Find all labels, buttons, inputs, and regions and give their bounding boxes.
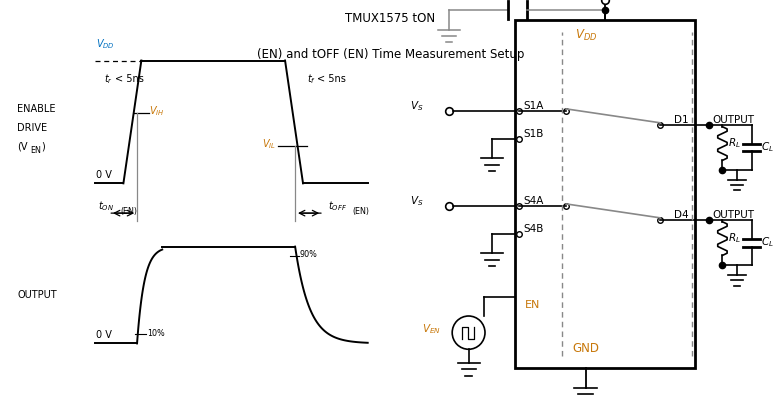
- Text: $V_S$: $V_S$: [410, 99, 423, 112]
- Text: < 5ns: < 5ns: [317, 74, 346, 84]
- Text: $R_L$: $R_L$: [728, 137, 741, 150]
- Text: $V_{DD}$: $V_{DD}$: [97, 37, 116, 51]
- Text: D4: D4: [673, 209, 688, 220]
- Text: OUTPUT: OUTPUT: [712, 209, 754, 220]
- Text: S1A: S1A: [523, 101, 544, 111]
- Text: $C_L$: $C_L$: [761, 141, 774, 154]
- Text: ENABLE: ENABLE: [17, 104, 56, 114]
- Text: (EN): (EN): [352, 207, 369, 216]
- Text: 0 V: 0 V: [97, 330, 112, 341]
- Text: ): ): [41, 141, 45, 151]
- Text: S1B: S1B: [523, 129, 544, 139]
- Text: DRIVE: DRIVE: [17, 122, 48, 133]
- Text: $C_L$: $C_L$: [761, 236, 774, 249]
- Text: $t_f$: $t_f$: [307, 72, 316, 86]
- Text: $V_{IL}$: $V_{IL}$: [262, 137, 276, 151]
- Text: S4A: S4A: [523, 196, 544, 206]
- Text: (EN): (EN): [120, 207, 137, 216]
- Text: $t_r$: $t_r$: [104, 72, 112, 86]
- Text: EN: EN: [30, 146, 41, 155]
- Text: GND: GND: [572, 342, 599, 355]
- Text: D1: D1: [673, 114, 688, 125]
- Text: 90%: 90%: [299, 250, 317, 259]
- Text: $t_{ON}$: $t_{ON}$: [98, 200, 114, 213]
- Text: $R_L$: $R_L$: [728, 232, 741, 246]
- Text: 10%: 10%: [147, 329, 165, 338]
- Text: $t_{OFF}$: $t_{OFF}$: [328, 200, 348, 213]
- Text: OUTPUT: OUTPUT: [17, 290, 57, 300]
- Text: $V_{EN}$: $V_{EN}$: [422, 322, 440, 335]
- Text: < 5ns: < 5ns: [116, 74, 144, 84]
- Text: $V_S$: $V_S$: [410, 194, 423, 208]
- Bar: [515, 20, 695, 368]
- Text: $V_{IH}$: $V_{IH}$: [149, 104, 165, 118]
- Text: TMUX1575 tON: TMUX1575 tON: [345, 12, 436, 25]
- Text: 0 V: 0 V: [97, 169, 112, 180]
- Text: (EN) and tOFF (EN) Time Measurement Setup: (EN) and tOFF (EN) Time Measurement Setu…: [257, 48, 524, 61]
- Text: $V_{DD}$: $V_{DD}$: [575, 28, 597, 43]
- Text: (V: (V: [17, 141, 28, 151]
- Text: S4B: S4B: [523, 224, 544, 234]
- Text: $V_{DD}$: $V_{DD}$: [612, 0, 630, 2]
- Text: OUTPUT: OUTPUT: [712, 114, 754, 125]
- Text: EN: EN: [526, 300, 540, 310]
